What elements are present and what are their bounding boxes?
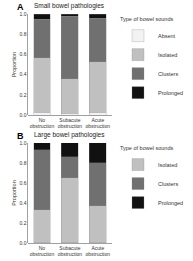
svg-text:Prolonged: Prolonged xyxy=(158,90,183,96)
svg-text:Absent: Absent xyxy=(158,33,176,39)
svg-text:Large bowel pathologies: Large bowel pathologies xyxy=(34,131,105,139)
svg-text:Acuteobstruction: Acuteobstruction xyxy=(86,117,111,130)
svg-text:Clusters: Clusters xyxy=(158,71,178,77)
svg-text:0.2: 0.2 xyxy=(20,220,27,226)
svg-text:0.8: 0.8 xyxy=(20,31,27,37)
svg-text:Small bowel pathologies: Small bowel pathologies xyxy=(34,2,105,10)
svg-text:B: B xyxy=(17,131,24,141)
svg-text:1.0: 1.0 xyxy=(20,11,27,17)
svg-text:Acuteobstruction: Acuteobstruction xyxy=(86,245,111,258)
svg-text:A: A xyxy=(17,2,24,12)
svg-text:0.4: 0.4 xyxy=(20,200,27,206)
svg-text:Prolonged: Prolonged xyxy=(158,200,183,206)
svg-text:0.8: 0.8 xyxy=(20,160,27,166)
svg-text:Isolated: Isolated xyxy=(158,162,177,168)
svg-text:0.6: 0.6 xyxy=(20,180,27,186)
svg-text:0.4: 0.4 xyxy=(20,71,27,77)
svg-text:Noobstruction: Noobstruction xyxy=(30,117,55,130)
svg-text:Type of bowel sounds: Type of bowel sounds xyxy=(120,145,173,151)
svg-text:1.0: 1.0 xyxy=(20,140,27,146)
svg-text:Proportion: Proportion xyxy=(11,180,17,205)
svg-text:0.0: 0.0 xyxy=(20,112,27,118)
svg-text:Isolated: Isolated xyxy=(158,52,177,58)
svg-text:0.6: 0.6 xyxy=(20,51,27,57)
svg-text:Proportion: Proportion xyxy=(11,52,17,77)
svg-text:Subacuteobstruction: Subacuteobstruction xyxy=(58,117,83,130)
svg-text:Type of bowel sounds: Type of bowel sounds xyxy=(120,16,173,22)
svg-text:Noobstruction: Noobstruction xyxy=(30,245,55,258)
svg-text:Subacuteobstruction: Subacuteobstruction xyxy=(58,245,83,258)
svg-text:0.2: 0.2 xyxy=(20,92,27,98)
svg-text:0.0: 0.0 xyxy=(20,240,27,246)
svg-text:Clusters: Clusters xyxy=(158,181,178,187)
